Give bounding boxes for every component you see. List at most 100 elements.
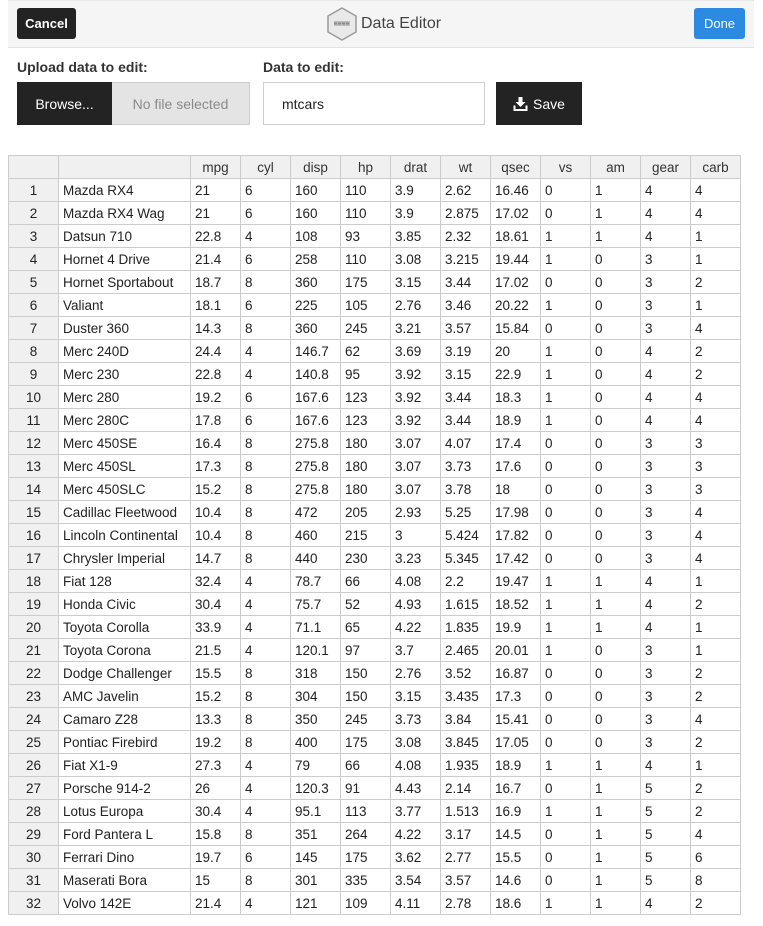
table-cell-gear[interactable]: 3 [640,454,691,478]
table-cell-disp[interactable]: 275.8 [290,477,341,501]
table-cell-vs[interactable]: 0 [540,822,591,846]
table-cell-qsec[interactable]: 18.9 [490,408,541,432]
cancel-button[interactable]: Cancel [17,8,76,39]
table-cell-drat[interactable]: 4.08 [390,753,441,777]
table-cell-drat[interactable]: 4.11 [390,891,441,915]
table-cell-wt[interactable]: 3.44 [440,270,491,294]
table-cell-vs[interactable]: 0 [540,661,591,685]
table-cell-vs[interactable]: 0 [540,684,591,708]
table-cell-qsec[interactable]: 18 [490,477,541,501]
row-name-cell[interactable]: Fiat 128 [58,569,191,593]
table-cell-am[interactable]: 0 [590,339,641,363]
table-cell-disp[interactable]: 472 [290,500,341,524]
table-cell-mpg[interactable]: 17.8 [190,408,241,432]
table-cell-qsec[interactable]: 16.46 [490,178,541,202]
row-name-cell[interactable]: Cadillac Fleetwood [58,500,191,524]
table-cell-wt[interactable]: 5.25 [440,500,491,524]
table-cell-mpg[interactable]: 19.2 [190,385,241,409]
table-cell-drat[interactable]: 3.21 [390,316,441,340]
table-cell-drat[interactable]: 4.22 [390,822,441,846]
row-name-cell[interactable]: Toyota Corona [58,638,191,662]
table-cell-qsec[interactable]: 20.22 [490,293,541,317]
table-cell-carb[interactable]: 1 [690,638,741,662]
table-cell-mpg[interactable]: 14.7 [190,546,241,570]
table-cell-vs[interactable]: 1 [540,339,591,363]
table-cell-hp[interactable]: 113 [340,799,391,823]
table-cell-am[interactable]: 0 [590,293,641,317]
table-cell-drat[interactable]: 4.43 [390,776,441,800]
row-name-cell[interactable]: Honda Civic [58,592,191,616]
table-cell-qsec[interactable]: 18.9 [490,753,541,777]
table-cell-cyl[interactable]: 6 [240,293,291,317]
table-cell-vs[interactable]: 1 [540,592,591,616]
table-cell-vs[interactable]: 0 [540,431,591,455]
row-name-cell[interactable]: Fiat X1-9 [58,753,191,777]
done-button[interactable]: Done [694,8,745,39]
row-name-cell[interactable]: Camaro Z28 [58,707,191,731]
table-cell-carb[interactable]: 2 [690,776,741,800]
table-cell-gear[interactable]: 3 [640,661,691,685]
table-cell-am[interactable]: 0 [590,316,641,340]
table-cell-qsec[interactable]: 17.02 [490,201,541,225]
table-cell-carb[interactable]: 4 [690,500,741,524]
table-cell-disp[interactable]: 145 [290,845,341,869]
table-cell-qsec[interactable]: 17.98 [490,500,541,524]
table-cell-hp[interactable]: 66 [340,569,391,593]
table-cell-wt[interactable]: 2.78 [440,891,491,915]
table-cell-cyl[interactable]: 8 [240,684,291,708]
table-cell-mpg[interactable]: 15.5 [190,661,241,685]
table-cell-cyl[interactable]: 4 [240,224,291,248]
table-cell-mpg[interactable]: 17.3 [190,454,241,478]
table-cell-qsec[interactable]: 17.05 [490,730,541,754]
table-cell-am[interactable]: 1 [590,799,641,823]
table-cell-am[interactable]: 1 [590,753,641,777]
row-name-cell[interactable]: Lotus Europa [58,799,191,823]
table-cell-hp[interactable]: 52 [340,592,391,616]
table-cell-am[interactable]: 1 [590,224,641,248]
table-cell-carb[interactable]: 1 [690,247,741,271]
column-header-wt[interactable]: wt [440,155,491,179]
table-cell-hp[interactable]: 175 [340,845,391,869]
table-cell-mpg[interactable]: 21.4 [190,247,241,271]
column-header-qsec[interactable]: qsec [490,155,541,179]
table-cell-cyl[interactable]: 6 [240,408,291,432]
table-cell-vs[interactable]: 1 [540,362,591,386]
data-name-input[interactable] [263,82,485,125]
table-cell-gear[interactable]: 3 [640,293,691,317]
table-cell-gear[interactable]: 3 [640,523,691,547]
table-cell-disp[interactable]: 318 [290,661,341,685]
table-cell-wt[interactable]: 5.424 [440,523,491,547]
table-cell-cyl[interactable]: 8 [240,661,291,685]
table-cell-vs[interactable]: 0 [540,178,591,202]
table-cell-hp[interactable]: 150 [340,661,391,685]
table-cell-qsec[interactable]: 18.61 [490,224,541,248]
table-cell-hp[interactable]: 62 [340,339,391,363]
row-name-cell[interactable]: Merc 450SL [58,454,191,478]
table-cell-drat[interactable]: 3.9 [390,201,441,225]
table-cell-vs[interactable]: 0 [540,201,591,225]
table-cell-am[interactable]: 0 [590,730,641,754]
table-cell-drat[interactable]: 2.76 [390,293,441,317]
table-cell-hp[interactable]: 105 [340,293,391,317]
table-cell-gear[interactable]: 4 [640,362,691,386]
table-cell-carb[interactable]: 4 [690,707,741,731]
table-cell-carb[interactable]: 1 [690,753,741,777]
table-cell-qsec[interactable]: 18.6 [490,891,541,915]
table-cell-gear[interactable]: 4 [640,753,691,777]
table-cell-wt[interactable]: 3.15 [440,362,491,386]
table-cell-disp[interactable]: 146.7 [290,339,341,363]
table-cell-qsec[interactable]: 15.41 [490,707,541,731]
table-cell-mpg[interactable]: 19.7 [190,845,241,869]
row-name-cell[interactable]: Volvo 142E [58,891,191,915]
table-cell-drat[interactable]: 3.7 [390,638,441,662]
table-cell-cyl[interactable]: 4 [240,638,291,662]
table-cell-am[interactable]: 0 [590,638,641,662]
table-cell-vs[interactable]: 1 [540,385,591,409]
table-cell-disp[interactable]: 140.8 [290,362,341,386]
row-name-cell[interactable]: Ford Pantera L [58,822,191,846]
table-cell-am[interactable]: 0 [590,270,641,294]
table-cell-disp[interactable]: 79 [290,753,341,777]
table-cell-wt[interactable]: 1.615 [440,592,491,616]
table-cell-wt[interactable]: 1.835 [440,615,491,639]
table-cell-wt[interactable]: 3.19 [440,339,491,363]
